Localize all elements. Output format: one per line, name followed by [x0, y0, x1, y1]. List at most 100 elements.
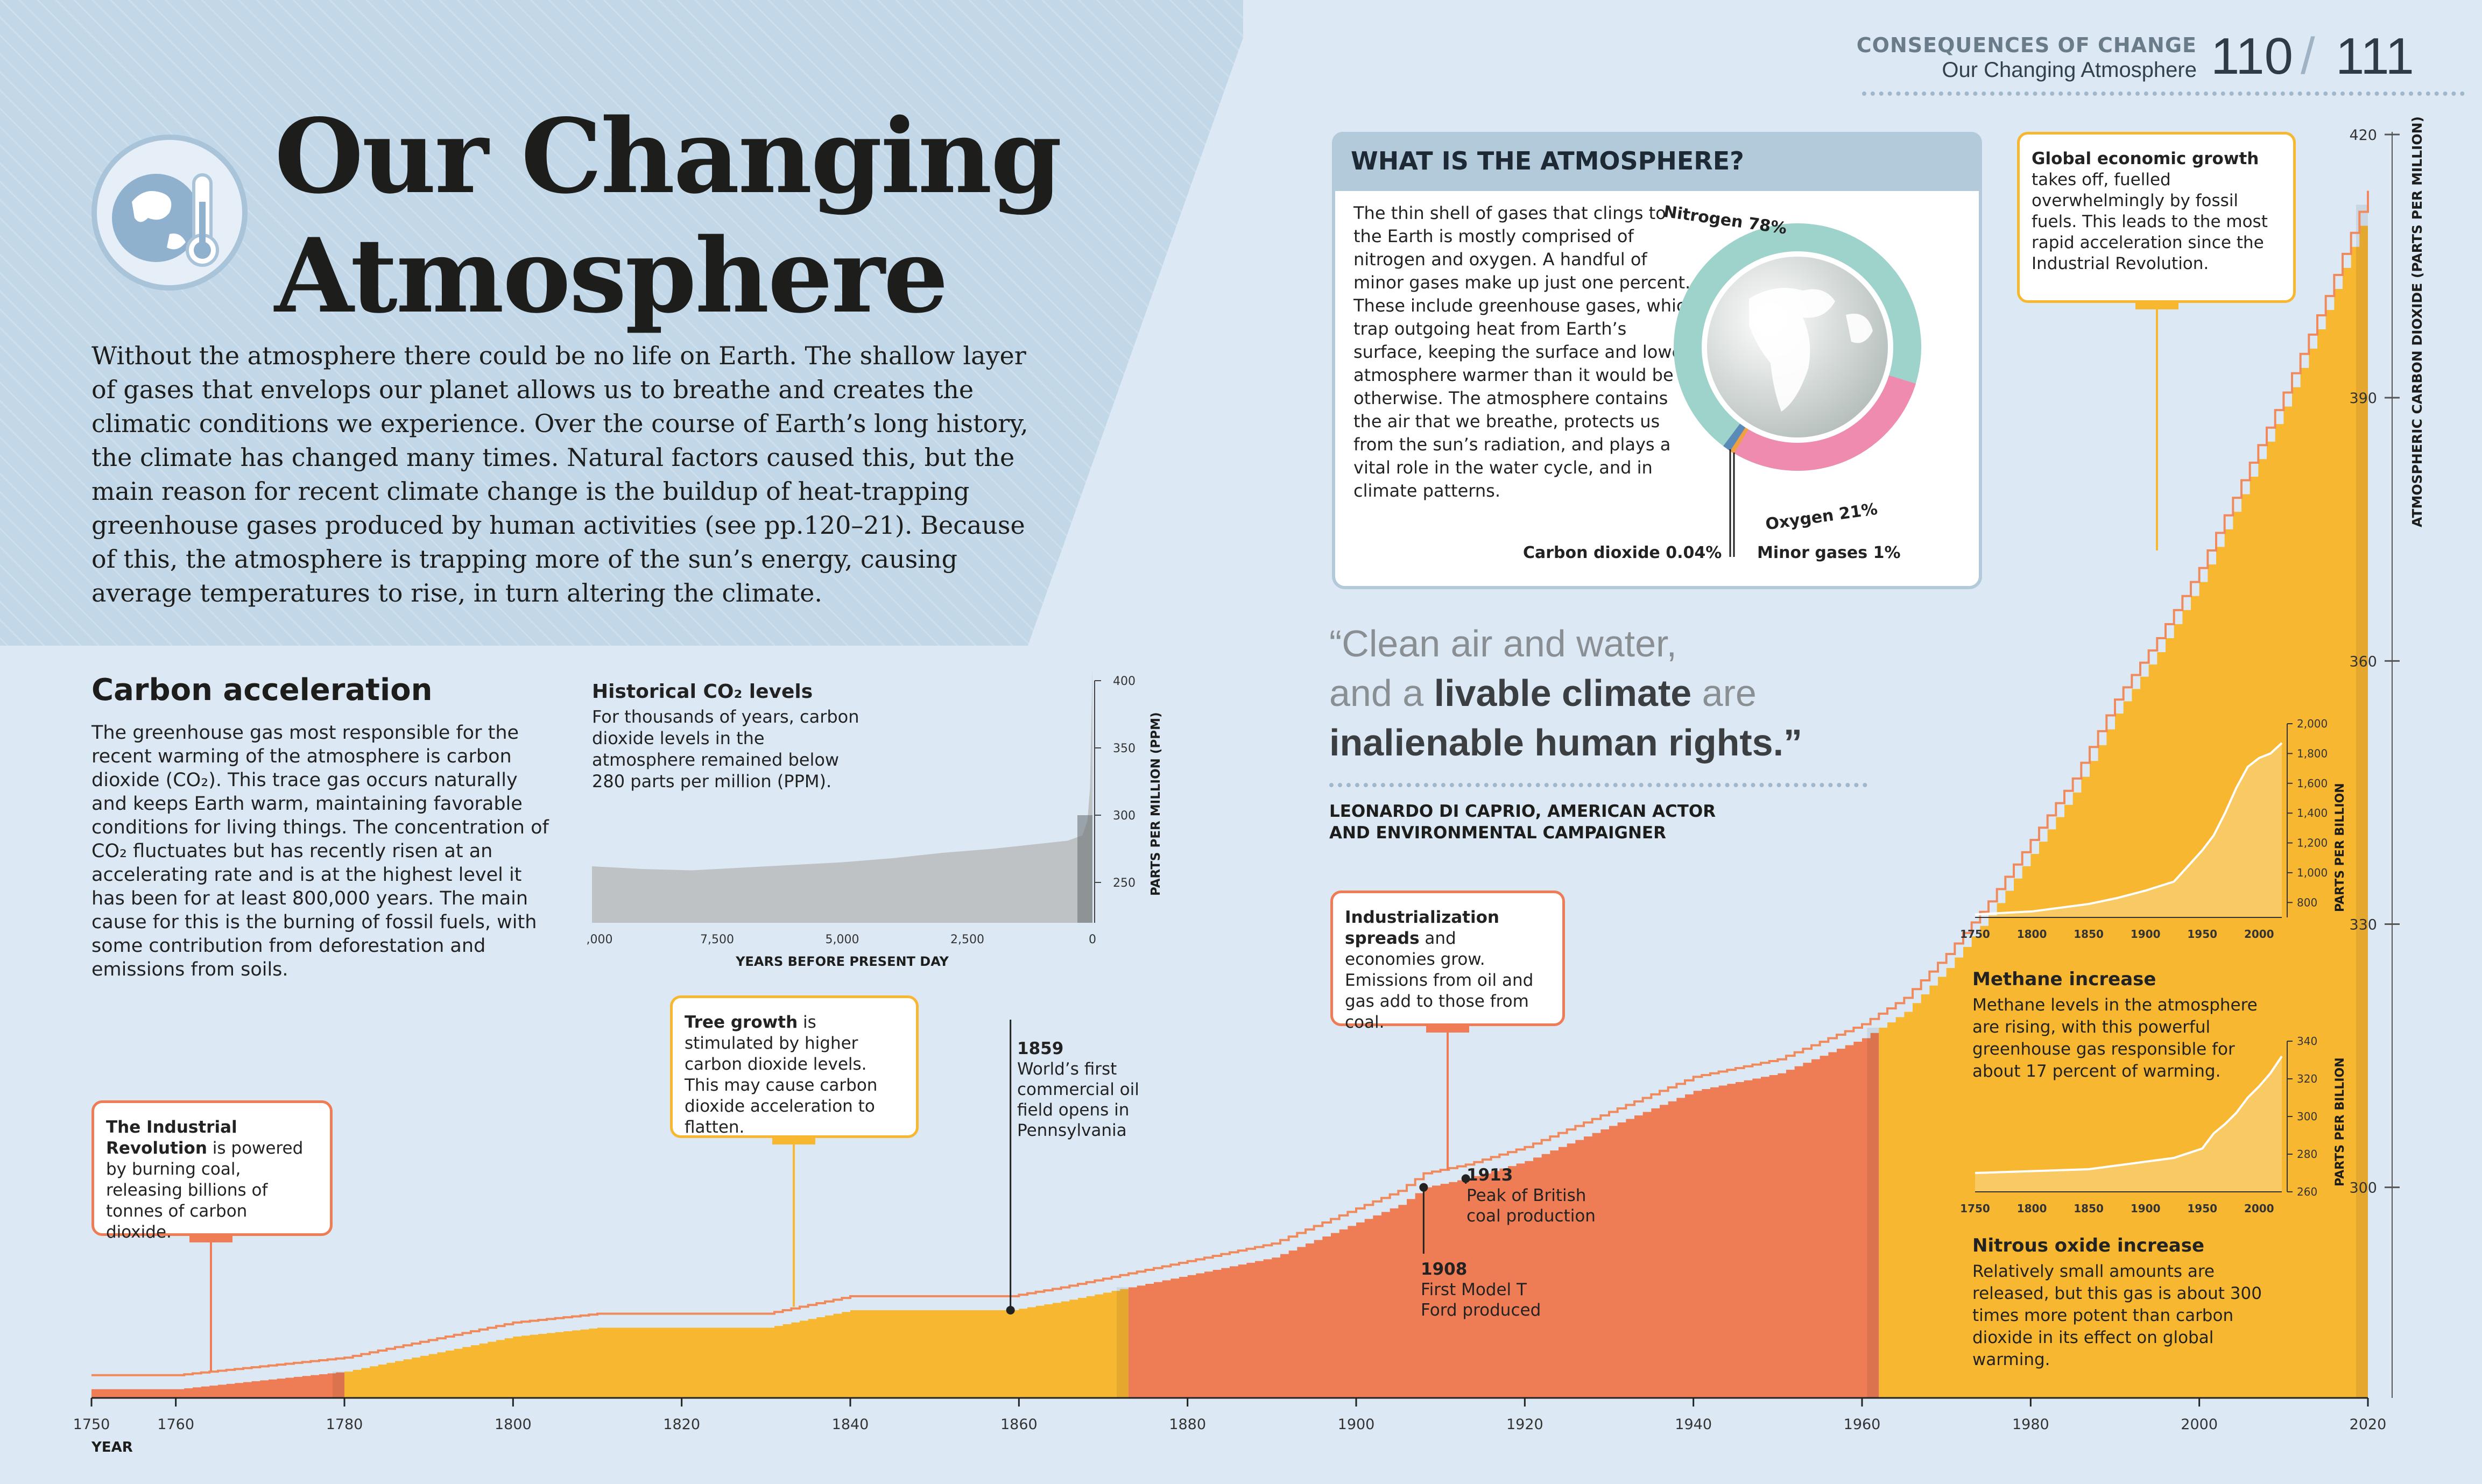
annotation-1859: 1859 World’s first commercial oil field o… [1017, 1038, 1157, 1141]
methane-heading: Methane increase [1972, 969, 2156, 990]
quote-line2-highlight: livable climate [1434, 672, 1692, 714]
nitrous-line [1975, 1055, 2283, 1174]
nitrous-y-tick-label-340: 340 [2297, 1035, 2317, 1048]
page-title: Our Changing Atmosphere [274, 97, 1243, 336]
historical-y-tick-label-350: 350 [1113, 742, 1136, 755]
annotation-industrialization-spreads: Industrialization spreads and economies … [1330, 891, 1565, 1032]
x-tick-label-1840: 1840 [832, 1416, 869, 1433]
nitrous-x-tick-1900: 1900 [2131, 1202, 2161, 1215]
quote-line2: and a livable climate are [1329, 668, 1894, 718]
nitrous-heading: Nitrous oxide increase [1972, 1235, 2205, 1256]
historical-x-tick-label-4: 0 [1089, 933, 1096, 946]
historical-co2-chart: 400 350 300 250 10,000 7,500 5,000 2,500 0 YEARS … [587, 670, 1163, 969]
methane-y-tick-label-1,400: 1,400 [2297, 807, 2328, 819]
nitrous-area [1975, 1056, 2282, 1192]
historical-y-tick-label-400: 400 [1113, 675, 1136, 688]
x-tick-label-2020: 2020 [2350, 1416, 2387, 1433]
annotation-tree-growth: Tree growth is stimulated by higher carb… [670, 995, 919, 1138]
nitrous-y-tick-label-260: 260 [2297, 1185, 2317, 1198]
event-line-1913-dot [1461, 1174, 1470, 1183]
nitrous-y-axis-label: PARTS PER BILLION [2333, 1057, 2346, 1186]
methane-y-tick-label-1,600: 1,600 [2297, 777, 2328, 790]
co2-band-edge-shadow-4 [2356, 204, 2368, 1398]
x-tick-label-2000: 2000 [2181, 1416, 2218, 1433]
y-tick-label-330: 330 [2349, 917, 2377, 934]
page-number-separator: / [2301, 27, 2315, 85]
x-tick-label-1820: 1820 [663, 1416, 700, 1433]
historical-x-tick-label-2: 5,000 [826, 933, 859, 946]
methane-y-tick-label-1,800: 1,800 [2297, 747, 2328, 760]
nitrous-x-tick-2000: 2000 [2244, 1202, 2274, 1215]
annotation-global-growth: Global economic growth takes off, fuelle… [2017, 132, 2296, 303]
page-title-line1: Our Changing [274, 96, 1062, 216]
methane-x-tick-1850: 1850 [2074, 928, 2104, 941]
running-head-title: Our Changing Atmosphere [1942, 58, 2197, 82]
atmosphere-composition-ring: Nitrogen 78% Oxygen 21% [1662, 202, 1921, 557]
running-head-rule [1862, 91, 2465, 96]
annotation-1908-text: First Model T Ford produced [1421, 1280, 1541, 1320]
y-tick-label-420: 420 [2349, 127, 2377, 144]
annotation-1908-year: 1908 [1421, 1260, 1468, 1279]
co2-band-edge-shadow-2 [1117, 1287, 1129, 1398]
quote-line1: “Clean air and water, [1329, 623, 1677, 665]
methane-body: Methane levels in the atmosphere are ris… [1972, 995, 2258, 1081]
nitrous-x-tick-1800: 1800 [2017, 1202, 2047, 1215]
annotation-1859-text: World’s first commercial oil field opens… [1017, 1059, 1139, 1140]
x-tick-label-1980: 1980 [2012, 1416, 2049, 1433]
nitrous-body: Relatively small amounts are released, b… [1972, 1262, 2262, 1369]
historical-x-axis-label: YEARS BEFORE PRESENT DAY [735, 954, 949, 969]
carbon-body: The greenhouse gas most responsible for … [91, 722, 549, 980]
annotation-spreads-body: and economies grow. Emissions from oil a… [1345, 929, 1534, 1032]
methane-x-tick-1900: 1900 [2131, 928, 2161, 941]
methane-y-axis-label: PARTS PER BILLION [2333, 783, 2346, 912]
methane-area [1975, 743, 2282, 917]
y-tick-label-360: 360 [2349, 653, 2377, 670]
historical-chart-body: For thousands of years, carbon dioxide l… [592, 706, 859, 792]
quote-line2-a: and a [1329, 672, 1434, 714]
historical-x-tick-label-3: 2,500 [950, 933, 984, 946]
atmosphere-body: The thin shell of gases that clings to t… [1353, 203, 1697, 501]
minor-gases-label: Minor gases 1% [1757, 543, 1901, 562]
methane-y-tick-label-1,200: 1,200 [2297, 837, 2328, 850]
historical-x-tick-label-0: 10,000 [587, 933, 612, 946]
annotation-1913-year: 1913 [1466, 1165, 1513, 1185]
atmosphere-title: WHAT IS THE ATMOSPHERE? [1351, 146, 1744, 175]
quote: “Clean air and water, and a livable clim… [1329, 619, 1894, 767]
annotation-1913: 1913 Peak of British coal production [1466, 1165, 1606, 1226]
methane-y-tick-label-1,000: 1,000 [2297, 866, 2328, 879]
y-tick-label-390: 390 [2349, 390, 2377, 407]
nitrous-y-tick-label-300: 300 [2297, 1110, 2317, 1123]
carbon-heading: Carbon acceleration [91, 673, 433, 708]
quote-attribution: LEONARDO DI CAPRIO, AMERICAN ACTOR AND E… [1329, 801, 1716, 844]
x-tick-label-1750: 1750 [73, 1416, 110, 1433]
nitrous-x-tick-1850: 1850 [2074, 1202, 2104, 1215]
nitrous-x-tick-1950: 1950 [2187, 1202, 2217, 1215]
page-number-left: 110 [2211, 27, 2294, 85]
co2-band-edge-shadow-1 [333, 1372, 344, 1398]
earth-thermometer-icon [91, 135, 248, 291]
event-line-1908-dot [1419, 1183, 1428, 1192]
nitrous-chart: 1750 1800 1850 1900 1950 2000 340 320 300 280 260 P… [1960, 1035, 2346, 1215]
co2-area-band-2 [344, 1287, 1129, 1398]
x-tick-label-1900: 1900 [1338, 1416, 1375, 1433]
historical-recent-shade [1077, 815, 1092, 923]
historical-area [592, 670, 1092, 923]
x-tick-label-1760: 1760 [157, 1416, 194, 1433]
methane-y-tick-label-2,000: 2,000 [2297, 717, 2328, 730]
y-tick-label-300: 300 [2349, 1180, 2377, 1197]
quote-rule [1329, 783, 1867, 787]
annotation-spreads-title: Industrialization spreads [1345, 908, 1499, 948]
annotation-global-title: Global economic growth [2032, 149, 2259, 168]
co2-label: Carbon dioxide 0.04% [1523, 543, 1722, 562]
annotation-1859-year: 1859 [1017, 1039, 1064, 1058]
atmosphere-box-header [1332, 132, 1982, 191]
quote-line2-c: are [1691, 672, 1757, 714]
x-axis-label: YEAR [91, 1439, 133, 1455]
methane-x-tick-1750: 1750 [1960, 928, 1990, 941]
x-tick-label-1800: 1800 [495, 1416, 532, 1433]
co2-band-edge-shadow-3 [1867, 1027, 1879, 1398]
annotation-industrial-revolution: The Industrial Revolution is powered by … [91, 1100, 333, 1242]
co2-area-band-3 [1129, 1027, 1879, 1398]
historical-y-tick-label-300: 300 [1113, 809, 1136, 823]
annotation-tree-title: Tree growth [685, 1013, 798, 1032]
